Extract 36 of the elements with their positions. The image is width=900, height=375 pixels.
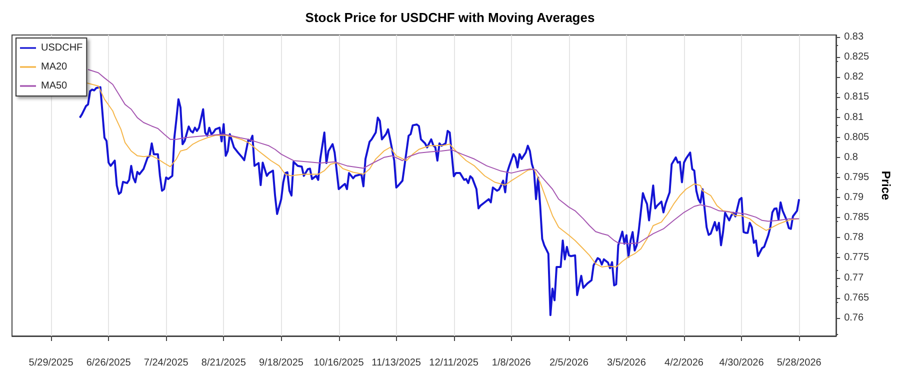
- x-tick-label: 5/29/2025: [28, 358, 74, 368]
- y-tick-label: 0.81: [844, 112, 864, 123]
- y-tick-label: 0.775: [844, 252, 870, 264]
- y-tick-label: 0.76: [844, 312, 864, 324]
- x-tick-label: 9/18/2025: [258, 358, 304, 368]
- y-tick-label: 0.78: [844, 232, 864, 244]
- x-tick-label: 10/16/2025: [314, 358, 364, 368]
- legend-label: MA50: [41, 80, 68, 92]
- x-tick-label: 12/11/2025: [429, 358, 479, 368]
- legend-label: MA20: [41, 62, 68, 72]
- line-series: [78, 86, 800, 316]
- x-tick-label: 11/13/2025: [372, 358, 422, 368]
- legend-label: USDCHF: [41, 42, 83, 54]
- y-tick-label: 0.77: [844, 272, 864, 284]
- y-tick-label: 0.805: [844, 132, 870, 143]
- line-series: [88, 69, 800, 244]
- y-tick-label: 0.825: [844, 52, 870, 63]
- y-tick-label: 0.815: [844, 92, 870, 103]
- x-tick-label: 2/5/2026: [549, 358, 589, 368]
- x-tick-label: 6/26/2025: [86, 358, 132, 368]
- x-tick-label: 1/8/2026: [492, 358, 532, 368]
- x-tick-label: 5/28/2026: [776, 358, 822, 368]
- y-tick-label: 0.765: [844, 292, 870, 304]
- y-tick-label: 0.785: [844, 212, 870, 224]
- x-tick-label: 3/5/2026: [606, 358, 646, 368]
- x-tick-label: 7/24/2025: [144, 358, 189, 368]
- y-axis-title: Price: [879, 170, 893, 200]
- x-tick-label: 4/30/2026: [719, 358, 764, 368]
- y-tick-label: 0.79: [844, 192, 864, 204]
- x-tick-label: 4/2/2026: [664, 358, 704, 368]
- y-tick-label: 0.82: [844, 72, 864, 83]
- y-tick-label: 0.83: [844, 32, 864, 43]
- x-tick-label: 8/21/2025: [201, 358, 246, 368]
- chart-title: Stock Price for USDCHF with Moving Averages: [305, 10, 595, 25]
- y-tick-label: 0.8: [844, 152, 858, 163]
- y-tick-label: 0.795: [844, 172, 870, 183]
